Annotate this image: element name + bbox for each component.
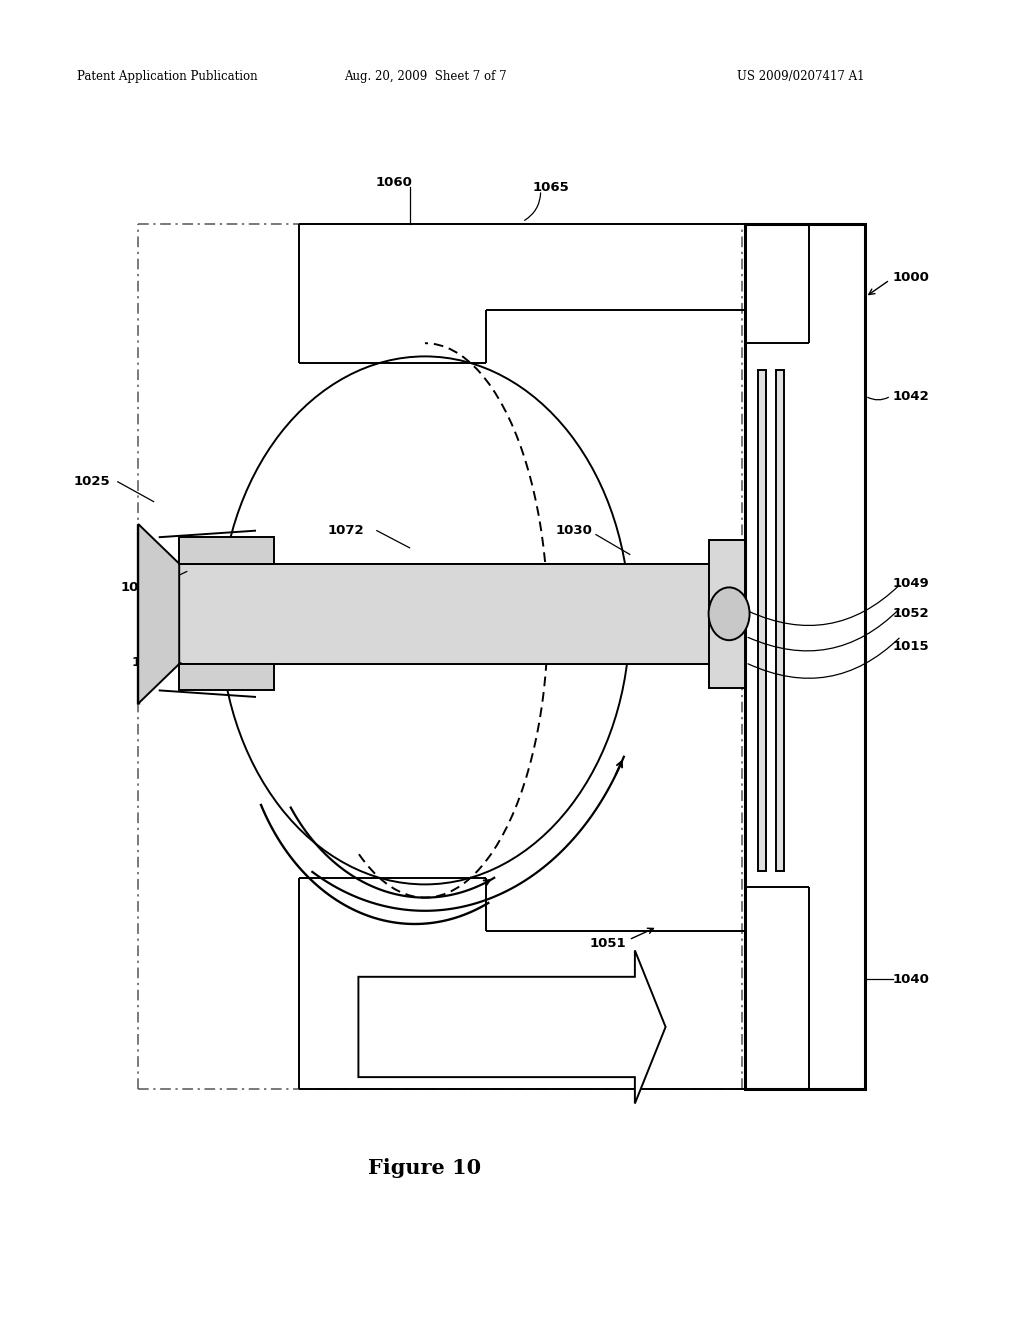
Bar: [745, 224, 865, 1089]
Text: 1070: 1070: [131, 656, 168, 669]
Circle shape: [709, 587, 750, 640]
Polygon shape: [179, 537, 274, 564]
Polygon shape: [159, 564, 745, 664]
Text: 1049: 1049: [893, 577, 930, 590]
Polygon shape: [358, 950, 666, 1104]
Text: Patent Application Publication: Patent Application Publication: [77, 70, 257, 83]
Text: 1000: 1000: [893, 271, 930, 284]
Text: Aug. 20, 2009  Sheet 7 of 7: Aug. 20, 2009 Sheet 7 of 7: [344, 70, 506, 83]
Text: US 2009/0207417 A1: US 2009/0207417 A1: [737, 70, 865, 83]
Bar: [776, 370, 784, 871]
Polygon shape: [179, 664, 274, 690]
Text: 1072: 1072: [328, 524, 365, 537]
Polygon shape: [138, 524, 179, 704]
Text: 1065: 1065: [532, 181, 569, 194]
Text: 1030: 1030: [556, 524, 593, 537]
Text: 1015: 1015: [893, 640, 930, 653]
Polygon shape: [709, 540, 745, 688]
Text: Figure 10: Figure 10: [369, 1158, 481, 1179]
Text: 1042: 1042: [893, 389, 930, 403]
Bar: [758, 370, 766, 871]
Text: 1060: 1060: [376, 176, 413, 189]
Text: 1052: 1052: [893, 607, 930, 620]
Text: 1025: 1025: [74, 475, 111, 488]
Text: 1040: 1040: [893, 973, 930, 986]
Text: 1020: 1020: [121, 581, 158, 594]
Text: 1051: 1051: [590, 937, 627, 950]
